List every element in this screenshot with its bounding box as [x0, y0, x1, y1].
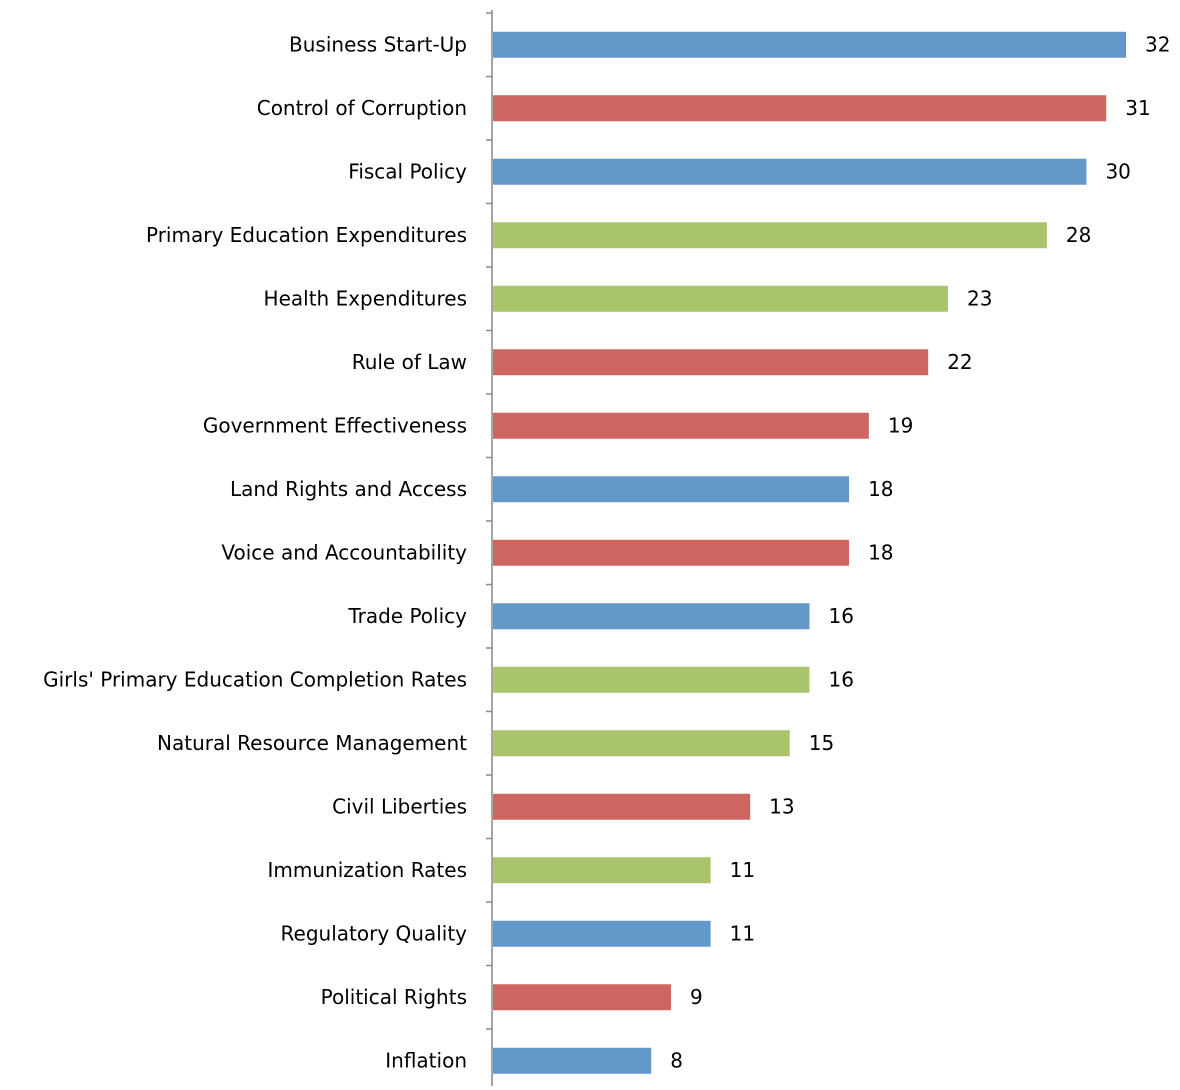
value-label: 11	[730, 858, 755, 882]
bar	[493, 666, 810, 693]
category-label: Regulatory Quality	[281, 921, 468, 945]
bar	[493, 603, 810, 630]
category-label: Health Expenditures	[264, 286, 467, 310]
value-label: 13	[769, 794, 794, 818]
value-label: 9	[690, 985, 703, 1009]
category-label: Land Rights and Access	[230, 477, 467, 501]
value-label: 32	[1145, 32, 1170, 56]
category-label: Voice and Accountability	[221, 540, 467, 564]
category-label: Inflation	[385, 1048, 467, 1072]
category-label: Primary Education Expenditures	[146, 223, 467, 247]
bar	[493, 31, 1126, 58]
value-label: 23	[967, 286, 992, 310]
value-label: 16	[829, 667, 854, 691]
value-label: 8	[670, 1048, 683, 1072]
value-label: 31	[1125, 96, 1150, 120]
category-label: Civil Liberties	[332, 794, 467, 818]
bar	[493, 857, 711, 884]
category-label: Political Rights	[321, 985, 467, 1009]
category-label: Business Start-Up	[289, 32, 467, 56]
value-label: 18	[868, 477, 893, 501]
category-label: Trade Policy	[347, 604, 467, 628]
value-label: 28	[1066, 223, 1091, 247]
category-label: Fiscal Policy	[348, 159, 467, 183]
bar	[493, 539, 850, 566]
bar	[493, 349, 929, 376]
bar	[493, 984, 672, 1011]
bar	[493, 476, 850, 503]
bar	[493, 158, 1087, 185]
bar	[493, 920, 711, 947]
category-label: Rule of Law	[352, 350, 467, 374]
bar	[493, 222, 1047, 249]
value-label: 18	[868, 540, 893, 564]
bar	[493, 412, 869, 439]
bar	[493, 793, 751, 820]
category-label: Natural Resource Management	[157, 731, 467, 755]
category-label: Government Effectiveness	[203, 413, 467, 437]
category-label: Immunization Rates	[268, 858, 467, 882]
bar	[493, 1047, 652, 1074]
bar	[493, 285, 948, 312]
category-label: Control of Corruption	[257, 96, 467, 120]
value-label: 16	[829, 604, 854, 628]
bar	[493, 95, 1107, 122]
value-label: 15	[809, 731, 834, 755]
value-label: 11	[730, 921, 755, 945]
value-label: 19	[888, 413, 913, 437]
bar	[493, 730, 790, 757]
value-label: 30	[1105, 159, 1130, 183]
category-label: Girls' Primary Education Completion Rate…	[43, 667, 467, 691]
value-label: 22	[947, 350, 972, 374]
